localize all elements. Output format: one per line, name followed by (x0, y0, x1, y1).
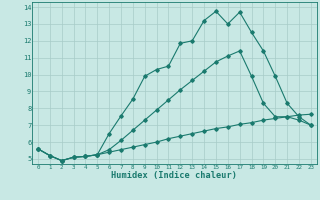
X-axis label: Humidex (Indice chaleur): Humidex (Indice chaleur) (111, 171, 237, 180)
